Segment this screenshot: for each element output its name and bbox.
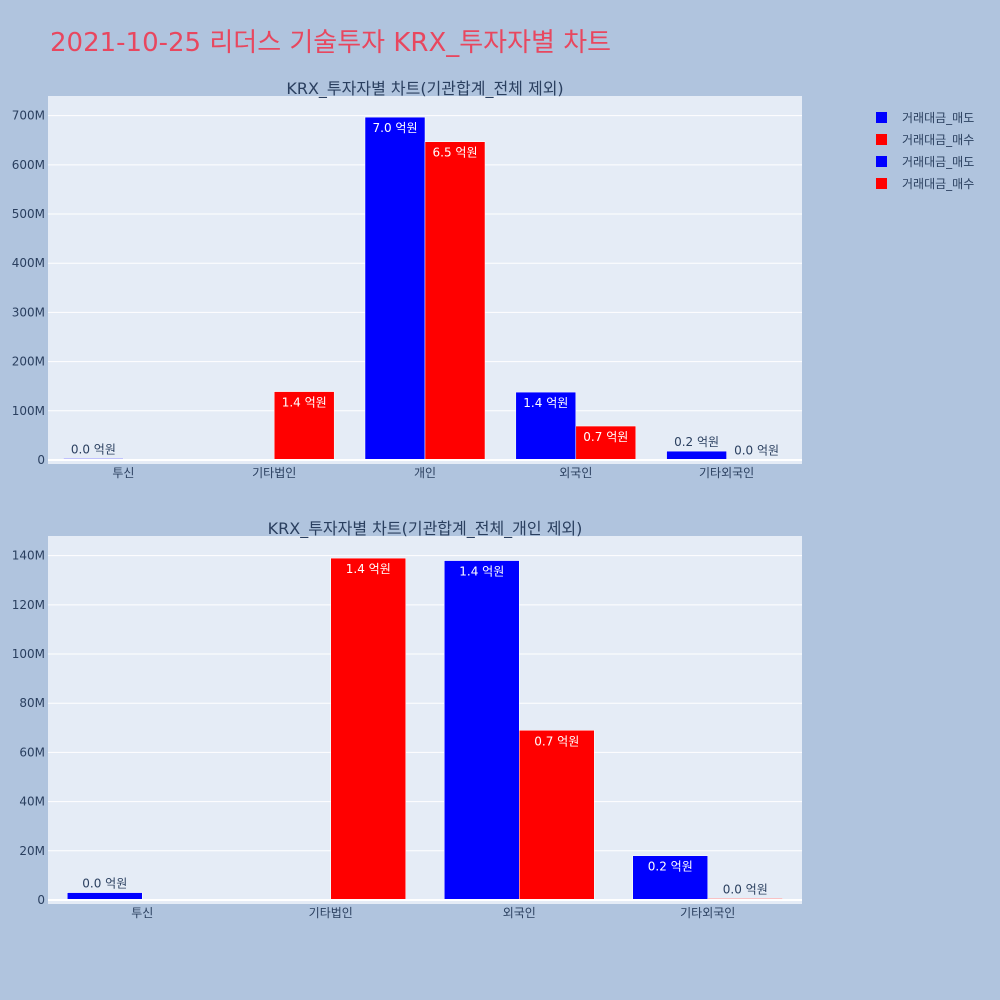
bar-sell	[364, 116, 426, 461]
y-tick-label: 600M	[12, 158, 45, 172]
x-tick-label: 기타외국인	[680, 906, 735, 920]
legend-label: 거래대금_매도	[902, 154, 975, 169]
legend-label: 거래대금_매수	[902, 176, 975, 191]
y-tick-label: 100M	[12, 647, 45, 661]
chart-2: KRX_투자자별 차트(기관합계_전체_개인 제외) 0 20M 40M 60M 80M 1…	[12, 519, 802, 920]
y-tick-label: 60M	[19, 745, 45, 759]
bar-label: 1.4 억원	[282, 396, 327, 410]
bar-label: 0.2 억원	[648, 860, 693, 874]
y-tick-label: 40M	[19, 795, 45, 809]
bar-buy	[424, 141, 486, 461]
bar-sell	[515, 391, 577, 461]
y-tick-label: 80M	[19, 696, 45, 710]
bar-buy	[330, 557, 406, 901]
y-tick-label: 0	[37, 453, 45, 467]
y-tick-label: 200M	[12, 355, 45, 369]
bar-label: 0.0 억원	[734, 444, 779, 458]
y-tick-label: 300M	[12, 305, 45, 319]
legend-swatch-buy-icon	[876, 133, 887, 145]
y-tick-label: 20M	[19, 844, 45, 858]
y-tick-label: 500M	[12, 207, 45, 221]
bar-label: 0.0 억원	[723, 883, 768, 897]
x-tick-label: 기타외국인	[699, 466, 754, 480]
bar-label: 0.2 억원	[674, 435, 719, 449]
bar-label: 0.0 억원	[82, 877, 127, 891]
bar-buy	[575, 425, 637, 461]
bar-label: 1.4 억원	[523, 396, 568, 410]
y-tick-label: 400M	[12, 256, 45, 270]
bar-label: 0.0 억원	[71, 443, 116, 457]
y-tick-label: 140M	[12, 549, 45, 563]
page-title: 2021-10-25 리더스 기술투자 KRX_투자자별 차트	[50, 28, 612, 58]
bar-buy	[519, 730, 595, 901]
legend: 거래대금_매도 거래대금_매수 거래대금_매도 거래대금_매수	[876, 106, 974, 194]
x-tick-label: 기타법인	[252, 466, 296, 480]
chart-title: KRX_투자자별 차트(기관합계_전체_개인 제외)	[268, 519, 583, 539]
bar-sell	[444, 560, 520, 901]
y-tick-label: 700M	[12, 109, 45, 123]
bar-buy	[273, 391, 335, 461]
x-tick-label: 개인	[414, 466, 436, 480]
legend-item-buy-2[interactable]: 거래대금_매수	[876, 172, 974, 194]
legend-item-sell-2[interactable]: 거래대금_매도	[876, 150, 974, 172]
legend-swatch-sell-icon	[876, 155, 887, 167]
x-tick-label: 투신	[112, 466, 134, 480]
bar-sell	[632, 855, 708, 901]
y-tick-label: 100M	[12, 404, 45, 418]
bar-label: 0.7 억원	[583, 430, 628, 444]
bar-label: 7.0 억원	[373, 121, 418, 135]
x-tick-label: 외국인	[559, 466, 592, 480]
bar-label: 0.7 억원	[534, 734, 579, 748]
bar-sell	[666, 450, 727, 461]
y-tick-label: 120M	[12, 598, 45, 612]
x-tick-label: 투신	[131, 906, 153, 920]
bar-label: 6.5 억원	[433, 146, 478, 160]
x-tick-label: 기타법인	[309, 906, 353, 920]
legend-swatch-buy-icon	[876, 177, 887, 189]
x-tick-label: 외국인	[503, 906, 536, 920]
chart-1: KRX_투자자별 차트(기관합계_전체 제외) 0 100M 200M 300M 400M…	[12, 79, 802, 480]
legend-item-buy-1[interactable]: 거래대금_매수	[876, 128, 974, 150]
bar-label: 1.4 억원	[346, 562, 391, 576]
chart-title: KRX_투자자별 차트(기관합계_전체 제외)	[286, 79, 563, 99]
legend-swatch-sell-icon	[876, 111, 887, 123]
bar-label: 1.4 억원	[459, 565, 504, 579]
bar-sell	[67, 892, 143, 901]
legend-label: 거래대금_매도	[902, 110, 975, 125]
legend-item-sell-1[interactable]: 거래대금_매도	[876, 106, 974, 128]
plot-area	[48, 536, 802, 904]
y-tick-label: 0	[37, 893, 45, 907]
legend-label: 거래대금_매수	[902, 132, 975, 147]
